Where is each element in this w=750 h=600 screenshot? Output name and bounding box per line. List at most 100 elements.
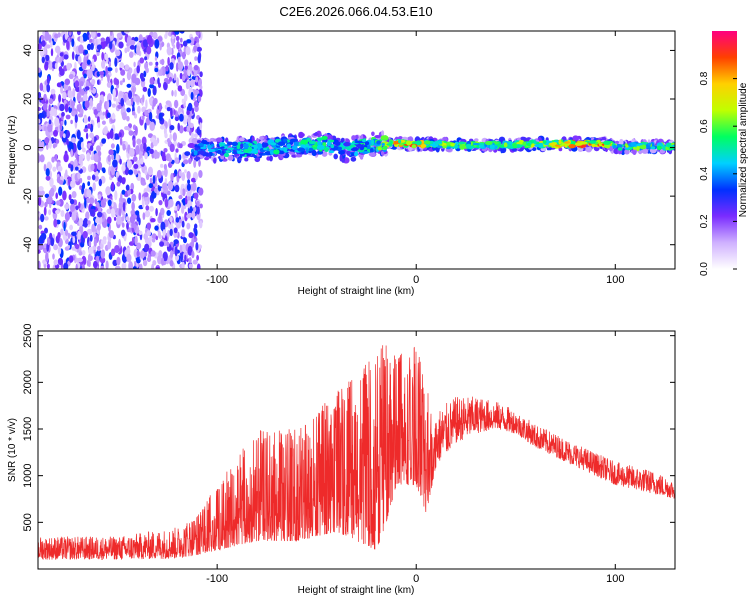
- heatmap-cell: [87, 220, 91, 225]
- heatmap-cell: [107, 93, 112, 103]
- heatmap-cell: [295, 154, 303, 158]
- heatmap-cell: [204, 157, 210, 161]
- heatmap-cell: [187, 143, 195, 148]
- heatmap-cell: [64, 31, 68, 40]
- heatmap-cell: [72, 236, 76, 244]
- heatmap-cell: [321, 150, 328, 157]
- heatmap-cell: [75, 263, 78, 269]
- heatmap-cell: [148, 97, 154, 105]
- heatmap-cell: [95, 255, 101, 264]
- heatmap-cell: [58, 94, 62, 103]
- heatmap-cell: [371, 131, 375, 137]
- heatmap-cell: [53, 129, 58, 137]
- heatmap-cell: [155, 235, 158, 241]
- heatmap-cell: [94, 175, 99, 182]
- heatmap-cell: [97, 79, 100, 85]
- heatmap-cell: [415, 140, 422, 146]
- heatmap-cell: [138, 192, 142, 201]
- heatmap-cell: [154, 225, 159, 231]
- heatmap-cell: [44, 227, 48, 234]
- heatmap-cell: [70, 119, 73, 125]
- heatmap-cell: [207, 144, 212, 150]
- heatmap-cell: [68, 73, 74, 80]
- heatmap-cell: [88, 34, 92, 39]
- heatmap-cell: [38, 260, 41, 269]
- heatmap-cell: [196, 254, 200, 261]
- heatmap-cell: [139, 250, 145, 259]
- heatmap-cell: [100, 239, 107, 245]
- heatmap-cell: [149, 177, 153, 185]
- heatmap-cell: [465, 143, 472, 149]
- heatmap-cell: [132, 87, 135, 98]
- heatmap-cell: [81, 263, 85, 269]
- colorbar-tick-label: 0.8: [699, 71, 710, 85]
- heatmap-cell: [113, 216, 117, 221]
- colorbar-tick-label: 0.0: [699, 262, 710, 276]
- heatmap-cell: [124, 47, 128, 54]
- heatmap-cell: [178, 219, 182, 224]
- heatmap-cell: [362, 139, 367, 143]
- heatmap-cell: [57, 165, 63, 172]
- heatmap-cell: [54, 62, 58, 70]
- heatmap-cell: [167, 56, 170, 66]
- heatmap-cell: [68, 255, 74, 263]
- heatmap-cell: [57, 32, 61, 38]
- heatmap-cell: [348, 144, 356, 148]
- heatmap-cell: [151, 190, 157, 199]
- heatmap-cell: [354, 140, 362, 144]
- heatmap-cell: [306, 137, 311, 142]
- heatmap-cell: [152, 99, 157, 107]
- heatmap-cell: [512, 143, 517, 148]
- heatmap-cell: [197, 79, 202, 87]
- heatmap-cell: [102, 127, 108, 135]
- heatmap-cell: [84, 86, 90, 91]
- heatmap-cell: [170, 249, 174, 259]
- heatmap-cell: [636, 145, 640, 152]
- heatmap-cell: [197, 95, 202, 103]
- heatmap-cell: [351, 135, 356, 141]
- heatmap-cell: [64, 78, 71, 86]
- heatmap-cell: [61, 111, 65, 117]
- heatmap-cell: [90, 31, 96, 39]
- heatmap-cell: [52, 166, 57, 172]
- heatmap-cell: [94, 198, 98, 205]
- heatmap-cell: [62, 133, 66, 139]
- heatmap-cell: [227, 154, 234, 161]
- heatmap-cell: [157, 77, 160, 85]
- heatmap-cell: [263, 147, 268, 151]
- heatmap-cell: [326, 134, 332, 140]
- heatmap-cell: [136, 250, 140, 258]
- heatmap-cell: [101, 120, 106, 125]
- heatmap-cell: [196, 46, 202, 52]
- heatmap-cell: [107, 67, 113, 72]
- heatmap-cell: [121, 189, 126, 195]
- heatmap-cell: [75, 205, 79, 211]
- heatmap-cell: [101, 51, 105, 61]
- heatmap-cell: [48, 139, 52, 149]
- heatmap-cell: [173, 73, 177, 81]
- heatmap-cell: [64, 203, 70, 210]
- heatmap-cell: [44, 44, 47, 55]
- heatmap-cell: [57, 257, 64, 266]
- heatmap-cell: [106, 132, 111, 140]
- heatmap-cell: [140, 77, 146, 82]
- heatmap-cell: [51, 156, 55, 163]
- spectrogram-panel: -100 0 100 -40 -20 0 20 40 Height of straight …: [7, 30, 676, 297]
- heatmap-cell: [189, 36, 195, 46]
- heatmap-cell: [165, 65, 169, 72]
- heatmap-cell: [152, 139, 158, 147]
- heatmap-cell: [168, 157, 173, 163]
- heatmap-cell: [40, 213, 45, 223]
- heatmap-cell: [110, 143, 115, 149]
- heatmap-cell: [44, 31, 50, 41]
- heatmap-cell: [99, 114, 105, 120]
- heatmap-cell: [326, 141, 331, 147]
- heatmap-cell: [317, 140, 322, 146]
- heatmap-cell: [107, 240, 112, 250]
- heatmap-cell: [173, 109, 176, 115]
- heatmap-cell: [126, 115, 130, 122]
- heatmap-cell: [126, 70, 132, 81]
- heatmap-cell: [647, 142, 652, 146]
- heatmap-cell: [150, 250, 156, 257]
- heatmap-cell: [97, 245, 101, 252]
